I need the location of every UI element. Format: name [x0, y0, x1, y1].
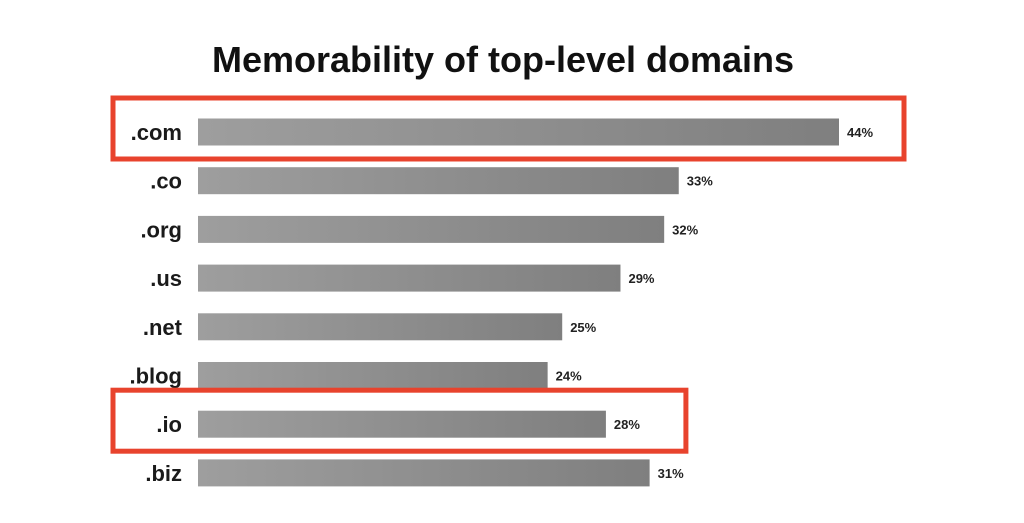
category-label: .co: [150, 169, 182, 194]
value-label: 32%: [672, 222, 698, 237]
value-label: 25%: [570, 320, 596, 335]
highlight-box-com: [110, 95, 907, 162]
bar: [198, 410, 606, 438]
bar-row-us: .us 29%: [150, 264, 655, 292]
bar: [198, 264, 621, 292]
value-label: 31%: [658, 466, 684, 481]
category-label: .blog: [129, 364, 182, 389]
bar: [198, 459, 650, 487]
category-label: .io: [156, 412, 182, 437]
bar: [198, 167, 679, 195]
value-label: 28%: [614, 417, 640, 432]
category-label: .us: [150, 266, 182, 291]
bars-layer: .com 44% .co 33% .org 32% .us 29% .net 25% .blog 24…: [129, 118, 873, 487]
value-label: 24%: [556, 369, 582, 384]
bar-row-co: .co 33%: [150, 167, 713, 195]
value-label: 44%: [847, 125, 873, 140]
bar-row-io: .io 28%: [156, 410, 640, 438]
bar: [198, 118, 839, 146]
bar-row-com: .com 44%: [131, 118, 873, 146]
value-label: 33%: [687, 174, 713, 189]
highlight-box-io: [110, 387, 689, 454]
bar: [198, 215, 665, 243]
bar-row-blog: .blog 24%: [129, 362, 582, 389]
bar-row-net: .net 25%: [143, 313, 597, 341]
bar-row-biz: .biz 31%: [145, 459, 684, 487]
chart-title: Memorability of top-level domains: [212, 39, 794, 80]
bar: [198, 313, 563, 341]
category-label: .com: [131, 120, 182, 145]
bar: [198, 362, 548, 389]
category-label: .org: [140, 217, 182, 242]
category-label: .biz: [145, 461, 182, 486]
value-label: 29%: [628, 271, 654, 286]
bar-row-org: .org 32%: [140, 215, 699, 243]
highlight-layer: [110, 95, 907, 454]
category-label: .net: [143, 315, 183, 340]
